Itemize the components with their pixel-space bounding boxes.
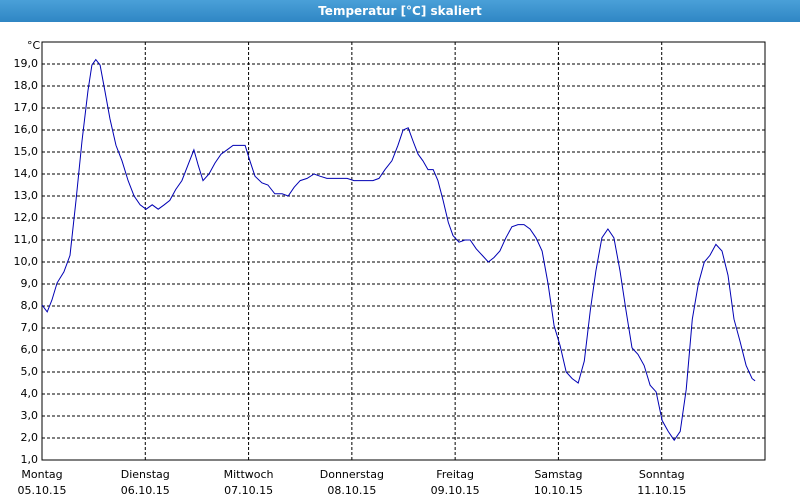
plot-area (41, 41, 766, 461)
chart: °C 1,0 2,0 3,0 4,0 5,0 6,0 7,0 8,0 9,0 10,0 11,0 12… (14, 39, 766, 497)
y-tick-label: 6,0 (21, 343, 39, 356)
y-tick-label: 2,0 (21, 431, 39, 444)
y-tick-label: 16,0 (14, 123, 39, 136)
x-tick-label: Mittwoch (224, 468, 274, 481)
y-unit: °C (27, 39, 41, 52)
y-tick-label: 18,0 (14, 79, 39, 92)
x-tick-label: Freitag (436, 468, 474, 481)
y-tick-label: 3,0 (21, 409, 39, 422)
x-tick-date: 11.10.15 (637, 484, 686, 497)
x-tick-date: 09.10.15 (431, 484, 480, 497)
x-tick-label: Sonntag (639, 468, 685, 481)
y-tick-label: 8,0 (21, 299, 39, 312)
window-title: Temperatur [°C] skaliert (0, 0, 800, 22)
x-tick-label: Samstag (534, 468, 582, 481)
x-tick-date: 10.10.15 (534, 484, 583, 497)
x-tick-date: 05.10.15 (18, 484, 67, 497)
y-tick-label: 5,0 (21, 365, 39, 378)
y-tick-label: 4,0 (21, 387, 39, 400)
y-tick-label: 7,0 (21, 321, 39, 334)
y-tick-label: 10,0 (14, 255, 39, 268)
y-tick-label: 15,0 (14, 145, 39, 158)
y-tick-label: 17,0 (14, 101, 39, 114)
x-tick-date: 08.10.15 (327, 484, 376, 497)
y-tick-label: 11,0 (14, 233, 39, 246)
y-tick-label: 9,0 (21, 277, 39, 290)
y-tick-label: 13,0 (14, 189, 39, 202)
x-tick-date: 07.10.15 (224, 484, 273, 497)
y-tick-label: 14,0 (14, 167, 39, 180)
y-tick-label: 19,0 (14, 57, 39, 70)
x-tick-label: Donnerstag (320, 468, 384, 481)
x-tick-date: 06.10.15 (121, 484, 170, 497)
x-tick-label: Montag (21, 468, 62, 481)
y-tick-label: 1,0 (21, 453, 39, 466)
y-tick-label: 12,0 (14, 211, 39, 224)
data-line (41, 58, 756, 442)
x-tick-label: Dienstag (121, 468, 170, 481)
